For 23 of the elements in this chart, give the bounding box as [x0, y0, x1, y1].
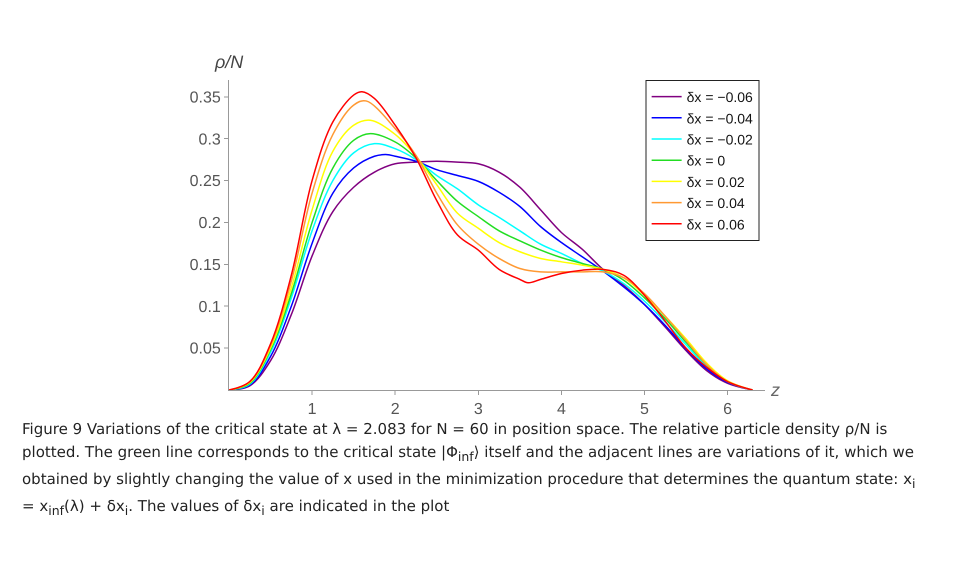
legend-label: δx = −0.02 — [686, 131, 754, 148]
y-axis-title: ρ/N — [214, 52, 244, 72]
legend-label: δx = 0.02 — [686, 174, 745, 190]
x-tick-label: 3 — [474, 401, 483, 418]
y-tick-label: 0.05 — [190, 340, 221, 358]
x-tick-label: 4 — [556, 401, 566, 418]
text: Figure 9 Variations of the critical state at λ = 2.083 for N = 60 in position space. The relative particle density ρ/N is plotted. The green line corresponds to the critical state |Φ$_{inf}$⟩ itself and the adjacent lines are variations of it, which we obtained by slightly changing the value of x used in the minimization procedure that determines the quantum state: x$_{i}$ = x$_{inf}$(λ) + δx$_{i}$. The values of δx$_{i}$ are indicated in the plot — [22, 420, 916, 518]
y-tick-label: 0.35 — [190, 89, 221, 106]
x-tick-label: 2 — [390, 401, 400, 418]
x-axis-title: z — [770, 380, 780, 400]
legend-label: δx = −0.06 — [686, 89, 754, 106]
legend-label: δx = 0.04 — [686, 195, 745, 212]
y-tick-label: 0.15 — [190, 256, 221, 274]
legend-label: δx = 0 — [686, 152, 726, 169]
x-tick-label: 6 — [723, 401, 732, 418]
legend-label: δx = −0.04 — [686, 110, 754, 126]
y-tick-label: 0.1 — [198, 298, 221, 316]
x-tick-label: 1 — [308, 401, 317, 418]
y-tick-label: 0.2 — [198, 215, 221, 232]
y-tick-label: 0.25 — [190, 173, 221, 190]
legend-label: δx = 0.06 — [686, 216, 745, 232]
x-tick-label: 5 — [640, 401, 650, 418]
y-tick-label: 0.3 — [198, 131, 221, 148]
